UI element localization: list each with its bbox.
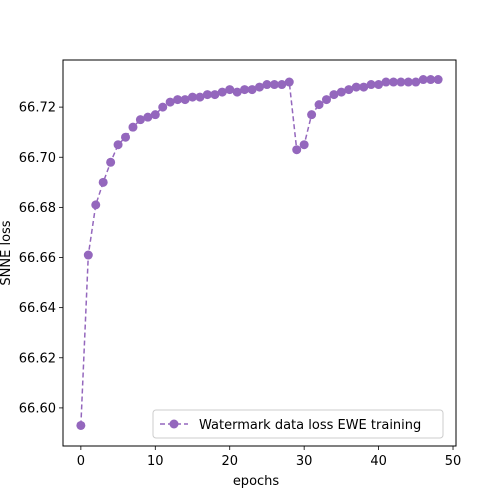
legend-label: Watermark data loss EWE training — [199, 418, 421, 433]
x-tick-label: 30 — [296, 454, 313, 469]
data-point — [262, 80, 272, 90]
data-point — [396, 77, 406, 87]
data-point — [426, 75, 436, 85]
data-point — [188, 92, 198, 102]
x-axis-label: epochs — [233, 474, 280, 489]
legend-marker-swatch — [169, 419, 179, 429]
data-point — [374, 80, 384, 90]
data-point — [314, 100, 324, 110]
y-tick-label: 66.60 — [19, 401, 56, 416]
data-point — [158, 102, 168, 112]
data-point — [195, 92, 205, 102]
plot-area — [76, 75, 443, 430]
x-axis-ticks: 0 10 20 30 40 50 — [77, 446, 462, 469]
data-point — [366, 80, 376, 90]
data-point — [232, 87, 242, 97]
y-tick-label: 66.66 — [19, 251, 56, 266]
data-point — [173, 95, 183, 105]
data-point — [106, 157, 116, 167]
legend-box — [152, 409, 444, 439]
y-tick-label: 66.70 — [19, 151, 56, 166]
data-point — [150, 110, 160, 120]
data-point — [225, 85, 235, 95]
x-tick-label: 50 — [445, 454, 462, 469]
data-point — [240, 85, 250, 95]
data-point — [321, 95, 331, 105]
y-tick-label: 66.64 — [19, 301, 56, 316]
data-point — [83, 250, 93, 260]
data-point — [292, 145, 302, 155]
data-point — [128, 122, 138, 132]
data-point — [277, 80, 287, 90]
data-point — [165, 97, 175, 107]
legend: Watermark data loss EWE training — [152, 409, 444, 439]
x-tick-label: 40 — [370, 454, 387, 469]
data-point — [299, 140, 309, 150]
data-point — [143, 112, 153, 122]
y-tick-label: 66.68 — [19, 201, 56, 216]
data-point — [247, 85, 257, 95]
x-tick-label: 10 — [147, 454, 164, 469]
data-point — [388, 77, 398, 87]
y-tick-label: 66.62 — [19, 351, 56, 366]
data-point — [284, 77, 294, 87]
data-point — [381, 77, 391, 87]
data-point — [76, 420, 86, 430]
data-point — [180, 95, 190, 105]
data-point — [255, 82, 264, 92]
axes-frame — [62, 59, 457, 447]
data-point — [269, 80, 279, 90]
x-tick-label: 0 — [77, 454, 85, 469]
data-point — [403, 77, 413, 87]
data-point — [336, 87, 346, 97]
data-point — [91, 200, 101, 210]
data-point — [351, 82, 361, 92]
data-point — [135, 115, 145, 125]
data-point — [329, 90, 339, 100]
data-point — [210, 90, 220, 100]
data-point — [411, 77, 421, 87]
data-point — [344, 85, 354, 95]
data-point — [418, 75, 428, 85]
y-tick-label: 66.72 — [19, 101, 56, 116]
y-axis-ticks: 66.60 66.62 66.64 66.66 66.68 66.70 66.72 — [19, 101, 63, 416]
x-tick-label: 20 — [221, 454, 238, 469]
data-point — [307, 110, 317, 120]
data-point — [121, 132, 131, 142]
series-line — [80, 78, 439, 426]
data-point — [98, 177, 108, 187]
data-point — [202, 90, 212, 100]
data-point — [433, 75, 443, 85]
data-point — [217, 87, 227, 97]
data-point — [359, 82, 369, 92]
y-axis-label: SNNE loss — [0, 220, 14, 285]
data-point — [113, 140, 123, 150]
